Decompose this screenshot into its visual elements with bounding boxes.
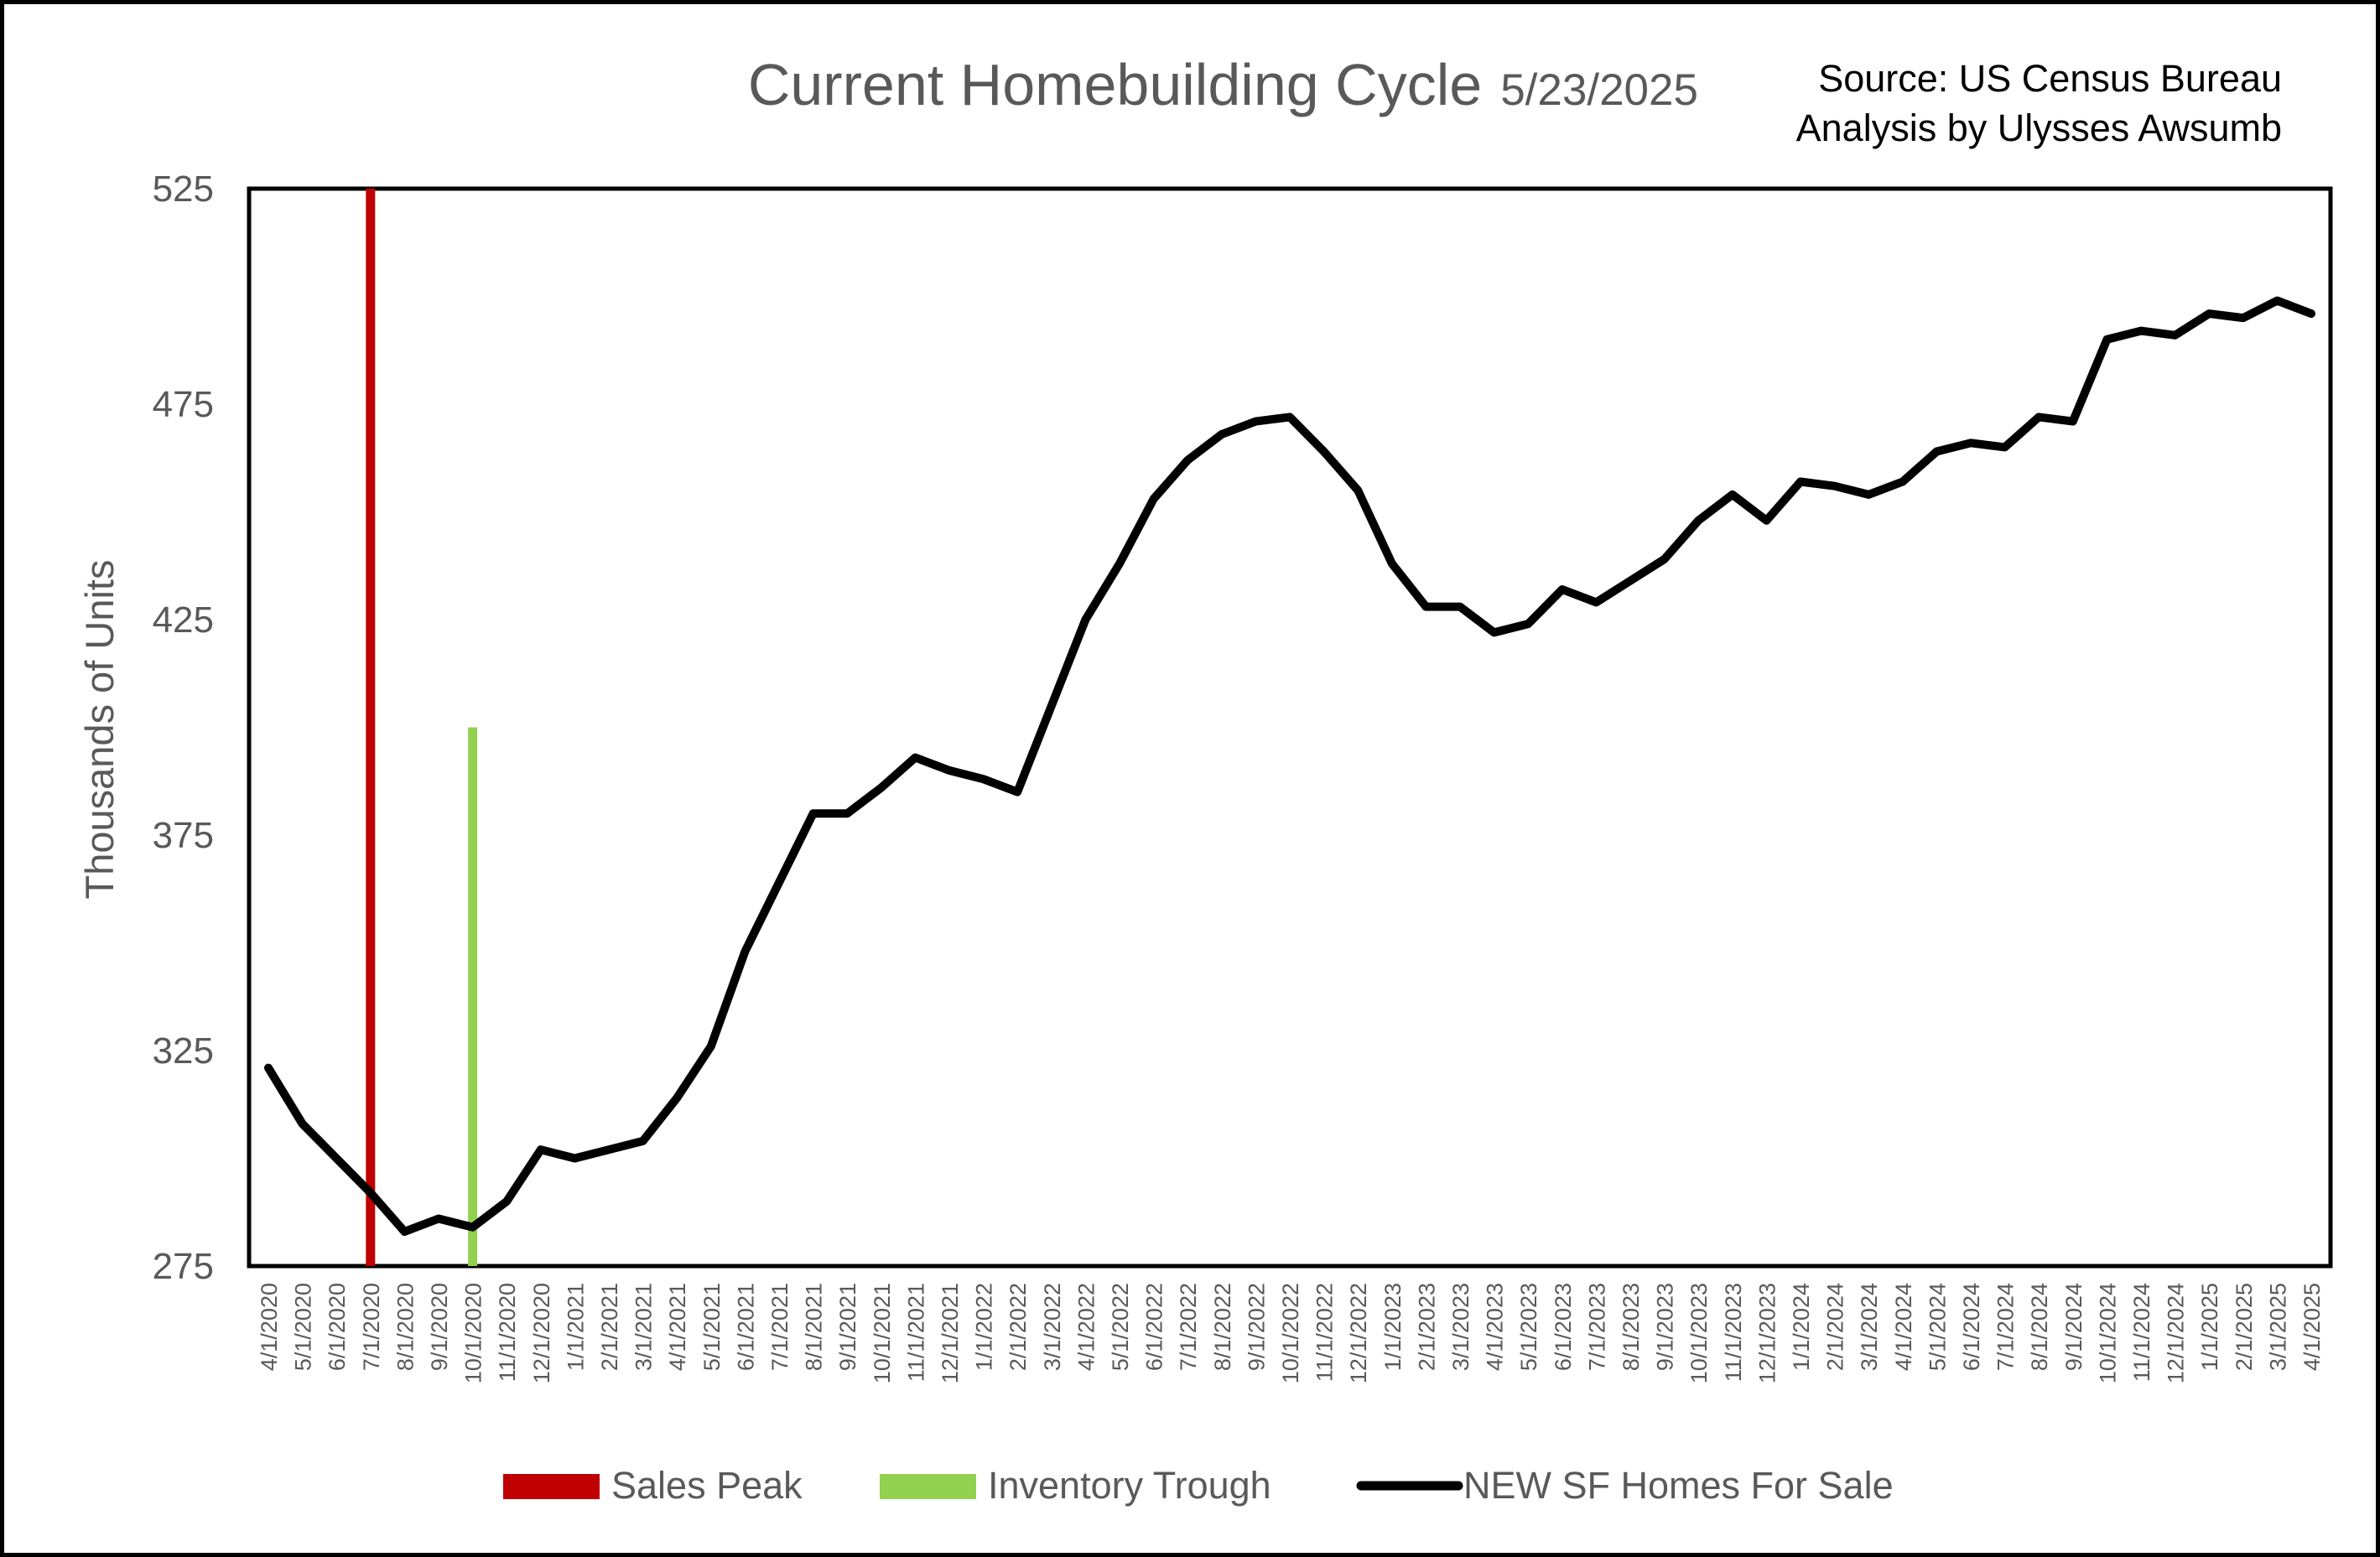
x-tick-label: 4/1/2024 (1891, 1283, 1916, 1371)
chart-title: Current Homebuilding Cycle 5/23/2025 (748, 52, 1698, 117)
x-tick-label: 12/1/2024 (2164, 1283, 2189, 1383)
source-line-2: Analysis by Ulysses Awsumb (1796, 106, 2282, 149)
x-tick-label: 2/1/2022 (1006, 1283, 1031, 1371)
x-tick-label: 10/1/2020 (461, 1283, 486, 1383)
x-tick-label: 12/1/2020 (529, 1283, 554, 1383)
y-tick-label: 375 (153, 815, 214, 856)
x-tick-label: 10/1/2024 (2095, 1283, 2120, 1383)
x-tick-label: 5/1/2020 (291, 1283, 316, 1371)
x-tick-label: 6/1/2022 (1142, 1283, 1167, 1371)
x-tick-label: 9/1/2022 (1244, 1283, 1269, 1371)
series-line-new-sf-homes (264, 296, 2315, 1236)
legend: Sales Peak Inventory Trough NEW SF Homes… (503, 1464, 1894, 1507)
legend-label-new-sf-homes: NEW SF Homes For Sale (1463, 1464, 1894, 1507)
x-tick-label: 2/1/2021 (597, 1283, 622, 1371)
x-tick-label: 11/1/2022 (1312, 1283, 1338, 1382)
legend-label-sales-peak: Sales Peak (611, 1464, 803, 1507)
x-tick-label: 3/1/2025 (2265, 1283, 2290, 1371)
plot-area (247, 186, 2333, 1269)
x-tick-label: 5/1/2023 (1516, 1283, 1541, 1371)
y-tick-label: 425 (153, 599, 214, 641)
x-tick-label: 10/1/2023 (1686, 1283, 1712, 1383)
x-tick-label: 3/1/2022 (1040, 1283, 1065, 1371)
x-tick-label: 11/1/2024 (2129, 1283, 2154, 1382)
x-tick-label: 7/1/2020 (359, 1283, 384, 1371)
x-tick-label: 9/1/2020 (427, 1283, 452, 1371)
x-tick-label: 1/1/2021 (563, 1283, 588, 1371)
x-tick-label: 11/1/2020 (495, 1283, 520, 1382)
x-tick-label: 11/1/2023 (1721, 1283, 1746, 1382)
series-lines (264, 296, 2315, 1236)
x-tick-label: 2/1/2023 (1414, 1283, 1439, 1371)
x-tick-label: 1/1/2025 (2197, 1283, 2222, 1371)
x-tick-label: 1/1/2022 (972, 1283, 997, 1371)
x-tick-label: 5/1/2024 (1925, 1283, 1950, 1371)
x-tick-label: 8/1/2020 (392, 1283, 418, 1371)
y-tick-label: 475 (153, 384, 214, 425)
y-axis-label: Thousands of Units (77, 560, 122, 900)
source-line-1: Source: US Census Bureau (1818, 57, 2282, 100)
x-tick-label: 10/1/2021 (870, 1283, 895, 1383)
legend-swatch-inventory-trough (880, 1474, 976, 1499)
x-tick-label: 4/1/2020 (257, 1283, 282, 1371)
x-tick-label: 5/1/2021 (699, 1283, 725, 1371)
x-tick-label: 3/1/2024 (1857, 1283, 1882, 1371)
x-tick-label: 8/1/2024 (2027, 1283, 2052, 1371)
x-tick-label: 1/1/2024 (1789, 1283, 1814, 1371)
x-tick-label: 7/1/2021 (767, 1283, 792, 1371)
x-tick-label: 3/1/2021 (631, 1283, 657, 1371)
x-tick-label: 6/1/2020 (325, 1283, 350, 1371)
x-tick-label: 4/1/2021 (665, 1283, 690, 1371)
chart-title-date: 5/23/2025 (1500, 65, 1698, 115)
x-tick-label: 8/1/2022 (1210, 1283, 1235, 1371)
x-tick-label: 6/1/2021 (733, 1283, 758, 1371)
y-tick-label: 325 (153, 1030, 214, 1072)
x-axis-ticks: 4/1/2020 5/1/2020 6/1/2020 7/1/2020 8/1/2020… (257, 1283, 2325, 1383)
legend-label-inventory-trough: Inventory Trough (988, 1464, 1271, 1507)
chart: Current Homebuilding Cycle 5/23/2025 Sou… (77, 52, 2333, 1507)
x-tick-label: 12/1/2022 (1346, 1283, 1371, 1383)
x-tick-label: 4/1/2022 (1073, 1283, 1099, 1371)
x-tick-label: 7/1/2022 (1176, 1283, 1201, 1371)
x-tick-label: 8/1/2023 (1619, 1283, 1644, 1371)
x-tick-label: 7/1/2023 (1584, 1283, 1609, 1371)
x-tick-label: 3/1/2023 (1448, 1283, 1473, 1371)
x-tick-label: 9/1/2021 (835, 1283, 860, 1371)
x-tick-label: 9/1/2024 (2061, 1283, 2086, 1371)
x-tick-label: 2/1/2025 (2232, 1283, 2257, 1371)
x-tick-label: 8/1/2021 (802, 1283, 827, 1371)
legend-swatch-sales-peak (503, 1474, 600, 1499)
x-tick-label: 9/1/2023 (1653, 1283, 1678, 1371)
x-tick-label: 6/1/2023 (1551, 1283, 1576, 1371)
x-tick-label: 7/1/2024 (1993, 1283, 2019, 1371)
marker-lines (366, 189, 478, 1266)
x-tick-label: 5/1/2022 (1108, 1283, 1133, 1371)
y-tick-label: 275 (153, 1246, 214, 1287)
y-tick-label: 525 (153, 169, 214, 210)
y-axis-ticks: 275 325 375 425 475 525 (153, 169, 214, 1287)
x-tick-label: 2/1/2024 (1823, 1283, 1848, 1371)
x-tick-label: 4/1/2025 (2299, 1283, 2325, 1371)
x-tick-label: 4/1/2023 (1483, 1283, 1508, 1371)
x-tick-label: 12/1/2023 (1754, 1283, 1780, 1383)
x-tick-label: 11/1/2021 (903, 1283, 928, 1382)
x-tick-label: 10/1/2022 (1278, 1283, 1303, 1383)
x-tick-label: 12/1/2021 (938, 1283, 963, 1383)
chart-title-main: Current Homebuilding Cycle (748, 52, 1482, 117)
x-tick-label: 1/1/2023 (1380, 1283, 1406, 1371)
x-tick-label: 6/1/2024 (1959, 1283, 1984, 1371)
